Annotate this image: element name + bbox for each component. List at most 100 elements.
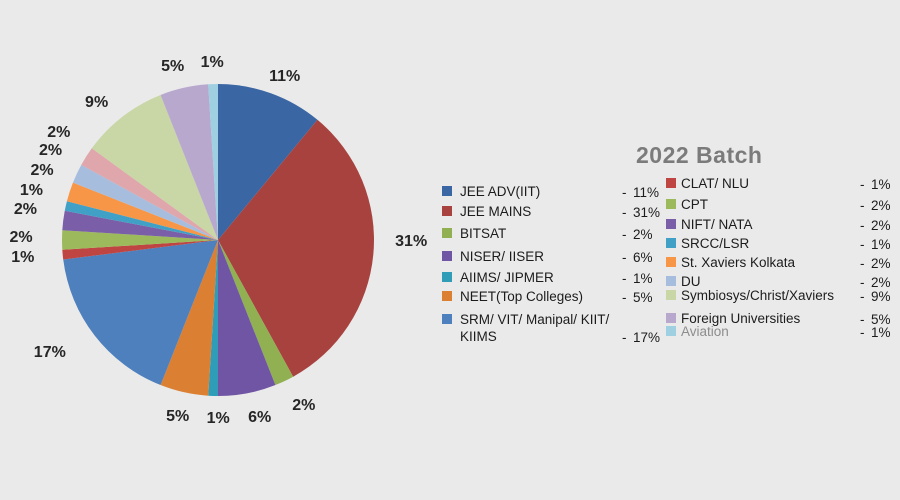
legend-swatch-8 [666,199,676,209]
legend-value-group: -9% [860,289,891,304]
legend-swatch-5 [442,291,452,301]
legend-item-12: DU -2% [666,273,898,290]
legend-label: St. Xaviers Kolkata [681,255,796,270]
legend-value-group: -2% [860,198,891,213]
legend-value-group: -2% [860,275,891,290]
pie-slice-aviation [208,84,218,240]
legend-separator: - [860,198,865,213]
legend-separator: - [860,275,865,290]
legend-swatch-14 [666,290,676,300]
legend-item-9: NIFT/ NATA -2% [666,216,898,233]
legend-item-4: AIIMS/ JIPMER -1% [442,269,692,286]
legend-value: 5% [871,312,891,327]
legend-right-column: CLAT/ NLU -1% CPT -2% NIFT/ NATA -2% SRCC/LSR -… [666,0,898,500]
legend-value-group: -1% [860,237,891,252]
pie-label-14: 9% [85,93,109,111]
pie-slice-niser-iiser [218,240,276,396]
legend-item-14: Symbiosys/Christ/Xaviers -9% [666,287,898,304]
legend-swatch-1 [442,206,452,216]
legend-label: NIFT/ NATA [681,217,753,232]
pie-label-9: 2% [13,200,38,218]
pie-label-11: 2% [30,161,54,179]
legend-item-16: Aviation -1% [666,323,898,340]
legend-item-6: SRM/ VIT/ Manipal/ KIIT/ KIIMS -17% [442,311,692,345]
legend-value: 2% [633,227,653,242]
pie-slice-unlabeled [81,148,218,240]
pie-slice-aiims-jipmer [208,240,218,396]
legend-value-group: -6% [622,250,653,265]
pie-label-3: 6% [248,408,272,426]
legend-separator: - [860,177,865,192]
legend-swatch-4 [442,272,452,282]
legend-item-5: NEET(Top Colleges) -5% [442,288,692,305]
legend-separator: - [622,330,627,345]
legend-separator: - [622,185,627,200]
pie-slice-srcc-lsr [64,201,218,240]
legend-value: 2% [871,275,891,290]
legend-value-group: -31% [622,205,660,220]
pie-label-5: 5% [166,407,190,425]
legend-value: 1% [871,177,891,192]
legend-separator: - [622,205,627,220]
legend-item-3: NISER/ IISER -6% [442,248,692,265]
legend-value-group: -2% [860,218,891,233]
legend-item-10: SRCC/LSR -1% [666,235,898,252]
pie-label-8: 2% [9,229,33,246]
legend-label: CLAT/ NLU [681,176,750,191]
pie-label-2: 2% [292,397,316,415]
legend-separator: - [622,271,627,286]
legend-value-group: -17% [622,330,660,345]
legend-label: NEET(Top Colleges) [460,289,584,304]
legend-item-1: JEE MAINS -31% [442,203,692,220]
legend-left-column: JEE ADV(IIT) -11% JEE MAINS -31% BITSAT -2% NI… [442,0,692,500]
legend-separator: - [622,250,627,265]
pie-slice-cpt [62,230,218,250]
legend-label: BITSAT [460,226,507,241]
pie-label-10: 1% [19,181,44,199]
pie-slice-nift-nata [62,210,219,240]
legend-item-0: JEE ADV(IIT) -11% [442,183,692,200]
legend-item-11: St. Xaviers Kolkata -2% [666,254,898,271]
legend-label: AIIMS/ JIPMER [460,270,554,285]
legend-label: JEE MAINS [460,204,532,219]
pie-slice-symbiosys-christ-xaviers [91,94,218,240]
legend-swatch-15 [666,313,676,323]
legend-value-group: -1% [860,325,891,340]
chart-title: 2022 Batch [636,142,763,168]
legend-swatch-0 [442,186,452,196]
legend-separator: - [860,218,865,233]
legend-item-7: CLAT/ NLU -1% [666,175,898,192]
legend-swatch-10 [666,238,676,248]
pie-label-0: 11% [269,67,301,85]
legend-separator: - [622,290,627,305]
legend-value: 1% [871,325,891,340]
legend-value: 1% [871,237,891,252]
legend-item-2: BITSAT -2% [442,225,692,242]
legend-swatch-9 [666,219,676,229]
legend-label: NISER/ IISER [460,249,545,264]
legend-item-15: Foreign Universities -5% [666,310,898,327]
legend-value: 17% [633,330,661,345]
legend-label: Foreign Universities [681,311,801,326]
legend-value: 6% [633,250,653,265]
legend-swatch-3 [442,251,452,261]
legend-item-8: CPT -2% [666,196,898,213]
pie-label-16: 1% [200,54,224,72]
pie-slice-srm-vit-manipal-kiit-kiims [63,240,219,386]
pie-slice-jee-adv-iit [218,84,318,240]
legend-value-group: -5% [860,312,891,327]
pie-slice-clat-nlu [62,240,219,260]
legend-swatch-6 [442,314,452,324]
legend-separator: - [860,237,865,252]
legend-label: Aviation [681,324,729,339]
legend-label: Symbiosys/Christ/Xaviers [681,288,835,303]
legend-swatch-2 [442,228,452,238]
pie-slice-foreign-universities [160,84,218,240]
pie-slice-bitsat [218,240,294,386]
pie-slice-jee-mains [218,119,374,377]
legend-value: 9% [871,289,891,304]
legend-swatch-11 [666,257,676,267]
legend-value: 2% [871,198,891,213]
legend-label: DU [681,274,701,289]
